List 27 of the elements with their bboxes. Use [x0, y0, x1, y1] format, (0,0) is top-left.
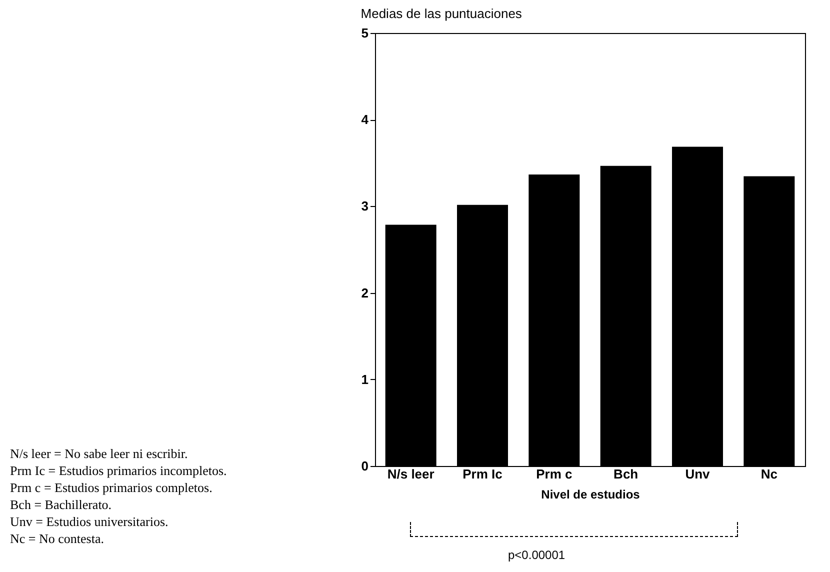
y-tick-label: 3	[361, 198, 368, 214]
bar	[672, 146, 723, 466]
chart-title: Medias de las puntuaciones	[360, 6, 522, 21]
y-tick-label: 4	[361, 112, 370, 128]
text: Bch = Bachillerato.	[10, 496, 113, 513]
bar	[528, 174, 580, 466]
text: N/s leer = No sabe leer ni escribir.	[10, 445, 189, 462]
bar	[457, 204, 508, 466]
bar	[385, 224, 436, 466]
x-axis-title: Nivel de estudios	[541, 488, 640, 502]
x-tick-label: Bch	[614, 466, 638, 482]
text: Nc = No contesta.	[10, 530, 105, 547]
y-tick-label: 2	[361, 285, 368, 300]
x-tick-label: Nc	[760, 466, 778, 482]
y-tick-label: 0	[361, 458, 368, 474]
y-tick-label: 5	[361, 26, 368, 40]
x-tick-label: Prm c	[536, 466, 572, 482]
bar	[744, 176, 795, 466]
text: Prm Ic = Estudios primarios incompletos.	[10, 462, 227, 479]
text: Prm c = Estudios primarios completos.	[10, 479, 214, 496]
bar	[600, 166, 652, 466]
text: Unv = Estudios universitarios.	[10, 513, 170, 530]
x-tick-label: Prm Ic	[462, 466, 502, 482]
x-tick-label: Unv	[685, 466, 711, 482]
y-tick-label: 1	[361, 372, 368, 387]
text: p<0.00001	[508, 548, 566, 562]
x-tick-label: N/s leer	[387, 466, 434, 482]
